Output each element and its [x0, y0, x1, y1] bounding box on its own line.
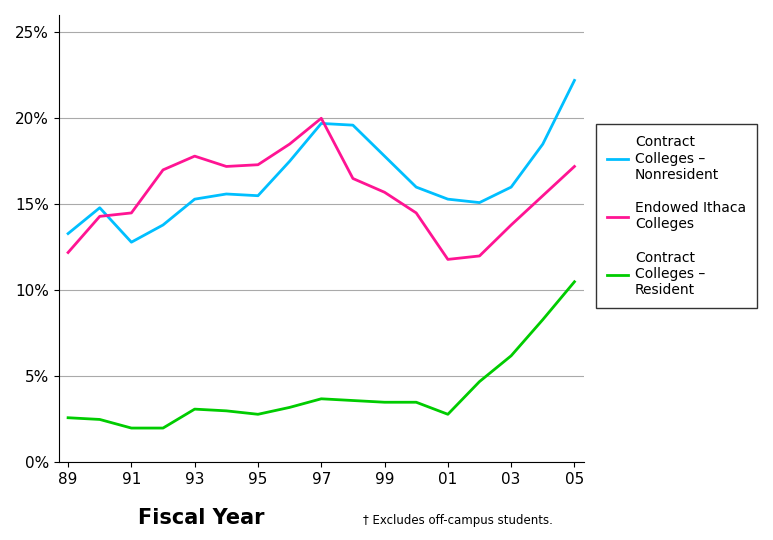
Contract
Colleges –
Resident	[349, 397, 358, 404]
Contract
Colleges –
Nonresident	[158, 222, 168, 228]
Contract
Colleges –
Nonresident	[127, 239, 136, 245]
Endowed Ithaca
Colleges	[158, 167, 168, 173]
Contract
Colleges –
Resident	[475, 379, 484, 385]
Contract
Colleges –
Resident	[380, 399, 389, 406]
Text: † Excludes off-campus students.: † Excludes off-campus students.	[363, 514, 553, 527]
Contract
Colleges –
Resident	[222, 408, 231, 414]
Contract
Colleges –
Nonresident	[63, 231, 73, 237]
Contract
Colleges –
Nonresident	[349, 122, 358, 129]
Contract
Colleges –
Nonresident	[411, 184, 421, 190]
Contract
Colleges –
Resident	[506, 353, 516, 359]
Endowed Ithaca
Colleges	[285, 141, 295, 147]
Endowed Ithaca
Colleges	[380, 189, 389, 195]
Contract
Colleges –
Nonresident	[317, 120, 326, 127]
Contract
Colleges –
Nonresident	[538, 141, 547, 147]
Contract
Colleges –
Resident	[570, 279, 579, 285]
Contract
Colleges –
Resident	[411, 399, 421, 406]
Line: Contract
Colleges –
Resident: Contract Colleges – Resident	[68, 282, 574, 428]
Contract
Colleges –
Resident	[285, 404, 295, 410]
Contract
Colleges –
Nonresident	[190, 196, 199, 202]
Legend: Contract
Colleges –
Nonresident, Endowed Ithaca
Colleges, Contract
Colleges –
Re: Contract Colleges – Nonresident, Endowed…	[596, 124, 758, 308]
Contract
Colleges –
Nonresident	[443, 196, 452, 202]
Endowed Ithaca
Colleges	[222, 163, 231, 170]
Line: Endowed Ithaca
Colleges: Endowed Ithaca Colleges	[68, 118, 574, 259]
Contract
Colleges –
Nonresident	[254, 192, 263, 199]
Contract
Colleges –
Resident	[95, 416, 104, 423]
Contract
Colleges –
Nonresident	[570, 77, 579, 84]
Endowed Ithaca
Colleges	[349, 176, 358, 182]
Contract
Colleges –
Resident	[127, 425, 136, 431]
Contract
Colleges –
Nonresident	[475, 199, 484, 206]
Endowed Ithaca
Colleges	[254, 161, 263, 168]
Endowed Ithaca
Colleges	[506, 222, 516, 228]
Contract
Colleges –
Resident	[158, 425, 168, 431]
Endowed Ithaca
Colleges	[538, 192, 547, 199]
Endowed Ithaca
Colleges	[95, 213, 104, 220]
Endowed Ithaca
Colleges	[190, 153, 199, 159]
Contract
Colleges –
Resident	[254, 411, 263, 417]
Contract
Colleges –
Resident	[443, 411, 452, 417]
Contract
Colleges –
Resident	[63, 415, 73, 421]
Contract
Colleges –
Nonresident	[222, 191, 231, 197]
Endowed Ithaca
Colleges	[570, 163, 579, 170]
Endowed Ithaca
Colleges	[63, 249, 73, 256]
Contract
Colleges –
Resident	[538, 316, 547, 323]
Contract
Colleges –
Nonresident	[506, 184, 516, 190]
Text: Fiscal Year: Fiscal Year	[138, 508, 264, 528]
Endowed Ithaca
Colleges	[127, 210, 136, 216]
Endowed Ithaca
Colleges	[317, 115, 326, 122]
Endowed Ithaca
Colleges	[475, 253, 484, 259]
Contract
Colleges –
Resident	[190, 406, 199, 413]
Line: Contract
Colleges –
Nonresident: Contract Colleges – Nonresident	[68, 80, 574, 242]
Endowed Ithaca
Colleges	[443, 256, 452, 262]
Contract
Colleges –
Nonresident	[380, 153, 389, 159]
Contract
Colleges –
Nonresident	[285, 158, 295, 165]
Contract
Colleges –
Resident	[317, 396, 326, 402]
Endowed Ithaca
Colleges	[411, 210, 421, 216]
Contract
Colleges –
Nonresident	[95, 205, 104, 211]
